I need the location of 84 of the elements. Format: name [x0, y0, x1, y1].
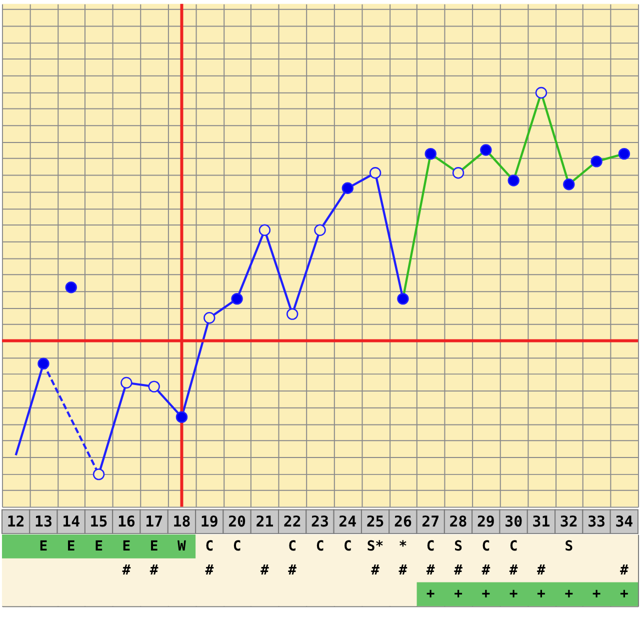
x-tick-label: 34 [615, 512, 634, 531]
text: # [398, 562, 408, 578]
text: # [509, 562, 518, 578]
x-tick-label: 27 [422, 512, 440, 531]
text: W [178, 538, 186, 554]
x-tick-label: 23 [311, 512, 329, 531]
point [342, 182, 354, 194]
text: + [564, 586, 574, 602]
x-tick-label: 18 [172, 512, 191, 531]
text: E [39, 538, 48, 554]
text: C [426, 538, 435, 554]
x-tick-label: 22 [283, 512, 302, 531]
point [204, 312, 216, 324]
point [231, 292, 243, 305]
text: C [482, 538, 490, 554]
x-tick-label: 17 [145, 512, 164, 531]
text: E [150, 538, 158, 554]
point [424, 148, 436, 160]
text: E [122, 538, 131, 554]
text: * [398, 538, 408, 554]
x-tick-label: 25 [366, 512, 384, 531]
x-tick-label: 29 [476, 512, 495, 531]
text: C [316, 538, 324, 554]
point [452, 167, 464, 179]
text: # [482, 562, 490, 578]
text: S [564, 538, 574, 554]
point [535, 86, 548, 99]
text: S* [366, 538, 384, 554]
x-tick-label: 31 [532, 512, 550, 531]
text: # [537, 562, 546, 578]
point [120, 376, 132, 389]
x-tick-label: 21 [256, 512, 274, 531]
x-tick-label: 33 [588, 512, 606, 531]
x-tick-label: 14 [62, 512, 80, 531]
text: + [592, 586, 601, 602]
point [258, 224, 271, 236]
text: # [454, 562, 462, 578]
text: # [122, 562, 131, 578]
point [65, 282, 77, 294]
text: C [288, 538, 297, 554]
text: # [288, 562, 297, 578]
x-tick-label: 28 [449, 512, 468, 531]
text: # [620, 562, 628, 578]
text: C [509, 538, 518, 554]
x-tick-label: 13 [34, 512, 52, 531]
text: C [232, 538, 242, 554]
x-tick-label: 26 [394, 512, 412, 531]
x-tick-label: 12 [6, 512, 25, 531]
text: + [482, 586, 490, 602]
point [38, 358, 50, 370]
text: # [260, 562, 269, 578]
x-tick-label: 32 [560, 512, 578, 531]
text: + [454, 586, 462, 602]
x-tick-label: 30 [504, 512, 523, 531]
text: E [94, 538, 103, 554]
point [369, 167, 382, 179]
point [286, 308, 298, 320]
x-tick-label: 15 [90, 512, 108, 531]
point [397, 292, 409, 305]
text: # [371, 562, 380, 578]
point [148, 380, 160, 392]
text: + [426, 586, 435, 602]
text: # [205, 562, 214, 578]
point [314, 224, 326, 236]
point [590, 156, 602, 168]
text: # [150, 562, 158, 578]
point [92, 468, 105, 480]
text: + [620, 586, 628, 602]
text: # [426, 562, 435, 578]
text: C [205, 538, 214, 554]
point [176, 411, 188, 423]
point [508, 174, 520, 186]
text: S [454, 538, 462, 554]
text: + [509, 586, 518, 602]
point [618, 148, 630, 160]
x-tick-label: 24 [338, 512, 357, 531]
text: E [66, 538, 76, 554]
point [480, 144, 492, 156]
point [563, 178, 575, 190]
x-tick-label: 20 [228, 512, 246, 531]
x-tick-label: 16 [117, 512, 136, 531]
x-tick-label: 19 [200, 512, 218, 531]
text: + [537, 586, 546, 602]
text: C [343, 538, 352, 554]
